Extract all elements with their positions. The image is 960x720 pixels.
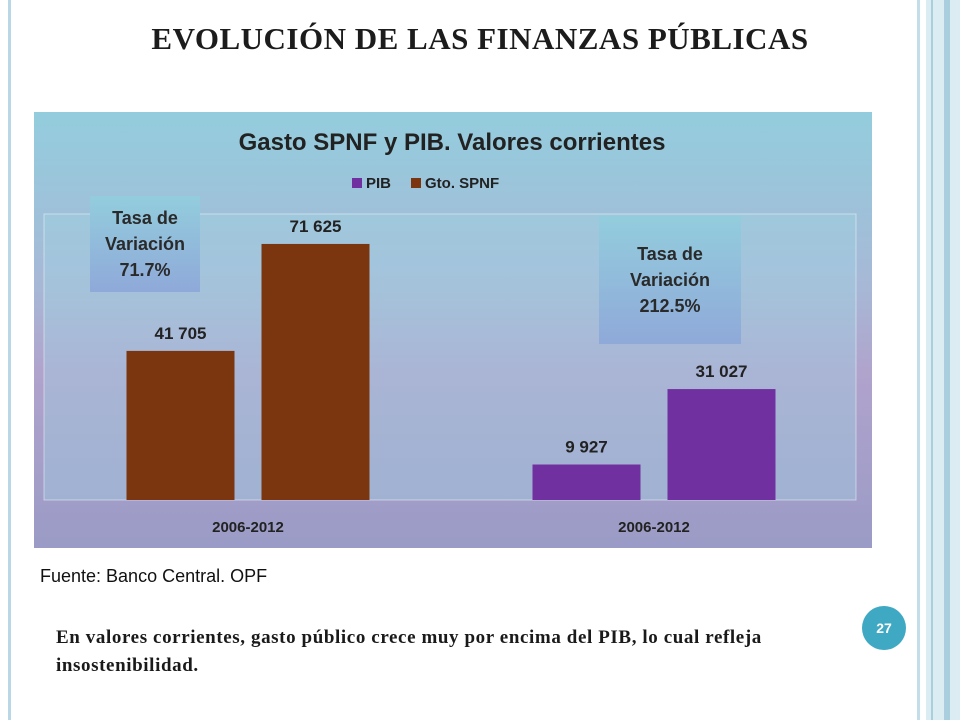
bar-data-label: 71 625 [290,217,342,236]
legend-label: PIB [366,175,391,192]
bar-data-label: 9 927 [565,438,608,457]
conclusion-text: En valores corrientes, gasto público cre… [56,627,762,676]
left-border-line [8,0,11,720]
bar [667,389,776,500]
chart-title: Gasto SPNF y PIB. Valores corrientes [239,129,666,156]
bar [126,350,235,500]
slide-title: EVOLUCIÓN DE LAS FINANZAS PÚBLICAS [151,21,809,56]
chart-container: Gasto SPNF y PIB. Valores corrientes PIB G… [34,112,872,548]
source-note: Fuente: Banco Central. OPF [40,566,268,586]
page-number-badge: 27 [862,606,906,650]
x-tick-label: 2006-2012 [618,519,690,536]
right-band-line [931,0,933,720]
right-band-line [944,0,950,720]
x-tick-label: 2006-2012 [212,519,284,536]
bar-data-label: 41 705 [155,324,207,343]
legend-swatch [352,178,362,188]
right-border-line [917,0,920,720]
bar-data-label: 31 027 [696,362,748,381]
rate-of-change-box: Tasa de Variación 212.5% [599,216,741,344]
bar [532,464,641,500]
rate-of-change-box: Tasa de Variación 71.7% [90,196,200,292]
legend-label: Gto. SPNF [425,175,499,192]
bar-chart: Gasto SPNF y PIB. Valores corrientes PIB G… [43,129,857,536]
legend-swatch [411,178,421,188]
bar [261,243,370,501]
